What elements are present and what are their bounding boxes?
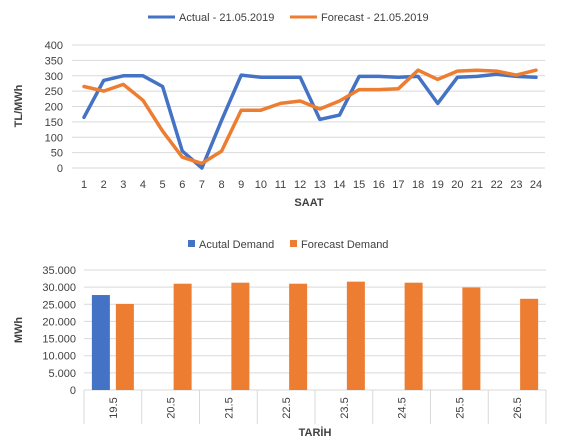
y-tick-label: 400 (45, 40, 63, 52)
actual-series-line (82, 72, 538, 170)
x-tick-label: 6 (179, 179, 185, 191)
y-tick-label: 0 (70, 385, 76, 397)
x-tick-label: 9 (238, 179, 244, 191)
x-tick-label: 19 (432, 179, 444, 191)
x-tick-label: 22 (491, 179, 503, 191)
y-tick-label: 30.000 (42, 282, 76, 294)
x-tick-label: 24.5 (397, 397, 409, 418)
x-tick-label: 22.5 (281, 397, 293, 418)
forecast-demand-bar (346, 281, 365, 390)
hourly-price-line-chart: Actual - 21.05.2019 Forecast - 21.05.2019… (13, 12, 545, 209)
legend-label: Actual - 21.05.2019 (179, 12, 274, 24)
x-tick-label: 11 (275, 179, 286, 191)
forecast-demand-bar (173, 283, 192, 390)
x-tick-label: 20.5 (166, 397, 178, 418)
y-tick-label: 25.000 (42, 299, 76, 311)
y-tick-label: 350 (45, 55, 63, 67)
x-tick-label: 19.5 (108, 397, 120, 418)
x-tick-label: 23.5 (339, 397, 351, 418)
x-tick-label: 23 (510, 179, 522, 191)
x-tick-label: 21 (471, 179, 483, 191)
forecast-demand-bar (462, 287, 481, 390)
y-tick-label: 0 (57, 163, 63, 175)
x-tick-label: 21.5 (223, 397, 235, 418)
x-tick-label: 15 (353, 179, 365, 191)
x-tick-label: 14 (333, 179, 345, 191)
y-tick-label: 250 (45, 86, 63, 98)
legend-square-swatch (290, 240, 297, 247)
x-axis-title: TARİH (299, 426, 332, 439)
y-tick-label: 100 (45, 132, 63, 144)
x-tick-label: 25.5 (454, 397, 466, 418)
x-axis-title: SAAT (294, 197, 323, 209)
x-tick-label: 12 (294, 179, 306, 191)
forecast-demand-bar (520, 298, 539, 390)
x-tick-label: 16 (373, 179, 385, 191)
x-tick-label: 8 (219, 179, 225, 191)
daily-demand-bar-chart: Acutal Demand Forecast Demand 0 5.000 10.000… (13, 239, 547, 439)
x-tick-label: 10 (255, 179, 267, 191)
y-axis-title: MWh (13, 317, 25, 344)
forecast-series-line (82, 68, 538, 166)
y-tick-label: 50 (51, 148, 63, 160)
forecast-demand-bar (404, 282, 423, 390)
y-tick-label: 150 (45, 117, 63, 129)
legend-label: Forecast - 21.05.2019 (321, 12, 429, 24)
forecast-demand-bar (231, 282, 250, 390)
legend-square-swatch (188, 240, 195, 247)
x-tick-label: 4 (140, 179, 146, 191)
actual-demand-bar (91, 295, 110, 390)
x-tick-label: 2 (101, 179, 107, 191)
x-tick-label: 17 (392, 179, 404, 191)
x-tick-label: 24 (530, 179, 542, 191)
x-tick-label: 3 (120, 179, 126, 191)
y-tick-label: 5.000 (48, 368, 76, 380)
y-tick-label: 35.000 (42, 265, 76, 277)
y-tick-label: 20.000 (42, 316, 76, 328)
x-tick-label: 18 (412, 179, 424, 191)
x-tick-label: 26.5 (512, 397, 524, 418)
x-tick-label: 20 (451, 179, 463, 191)
x-tick-label: 7 (199, 179, 205, 191)
legend-label: Acutal Demand (199, 239, 274, 251)
x-tick-label: 1 (81, 179, 87, 191)
y-tick-label: 10.000 (42, 351, 76, 363)
y-tick-label: 300 (45, 71, 63, 83)
forecast-demand-bar (115, 303, 134, 390)
x-tick-label: 5 (160, 179, 166, 191)
y-axis-title: TL/MWh (13, 84, 25, 127)
forecast-demand-bar (289, 283, 308, 390)
x-tick-label: 13 (314, 179, 326, 191)
legend-label: Forecast Demand (301, 239, 388, 251)
y-tick-label: 200 (45, 102, 63, 114)
y-tick-label: 15.000 (42, 334, 76, 346)
